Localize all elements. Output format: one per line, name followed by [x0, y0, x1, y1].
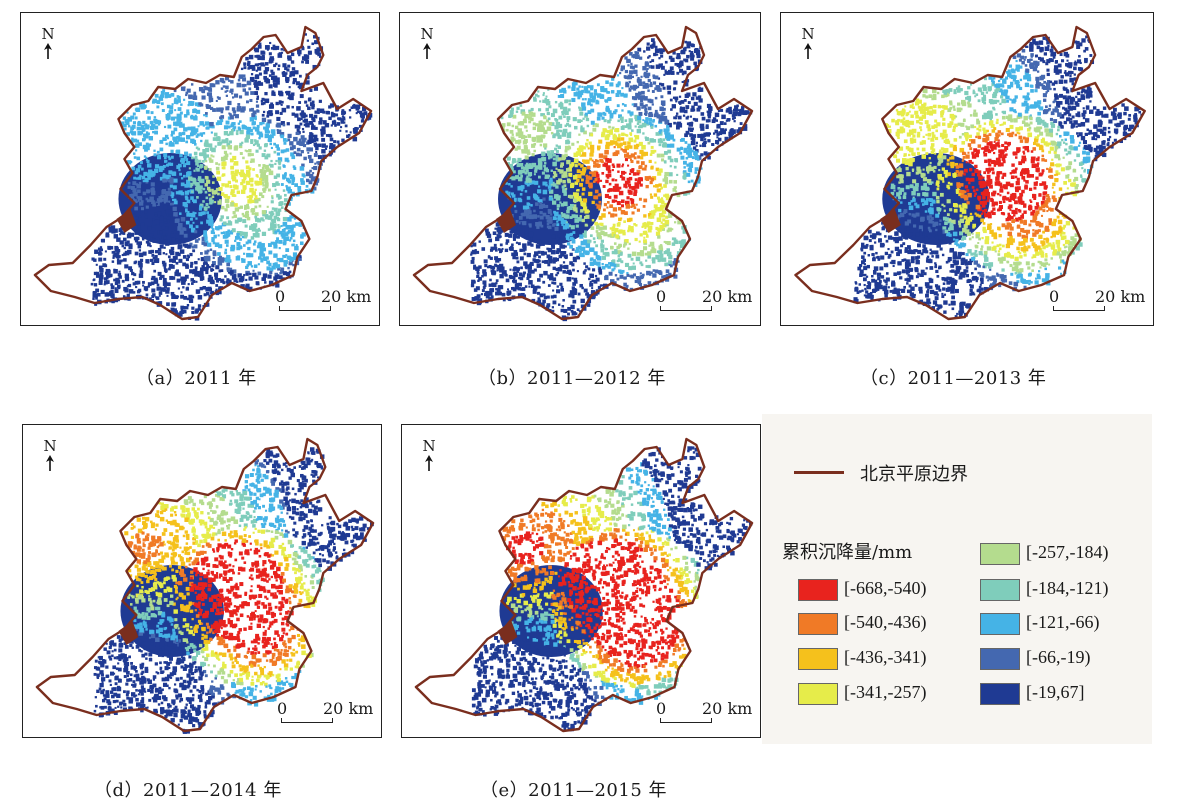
scale-bar: 0 20 km [1049, 287, 1145, 317]
map-panel-d: N 0 20 km [22, 424, 382, 738]
scale-zero-label: 0 [656, 699, 667, 718]
caption-c: （c）2011—2013 年 [860, 368, 1047, 389]
plain-boundary-line [794, 25, 1146, 321]
scale-zero-label: 0 [1049, 287, 1060, 306]
north-arrow-icon [44, 43, 52, 59]
deformation-map [414, 437, 754, 733]
legend-class-label: [-341,-257) [844, 682, 927, 702]
map-panel-e: N 0 20 km [401, 424, 761, 738]
ps-points [93, 447, 374, 734]
scale-zero-label: 0 [656, 287, 667, 306]
legend-class-label: [-121,-66) [1026, 612, 1100, 632]
north-arrow: N [801, 27, 815, 59]
north-label: N [422, 437, 436, 455]
legend-swatch [980, 543, 1020, 565]
scale-bar: 0 20 km [656, 699, 752, 729]
legend-class-label: [-540,-436) [844, 612, 927, 632]
scale-bar-line [660, 306, 712, 311]
legend-class-label: [-184,-121) [1026, 578, 1109, 598]
north-arrow-icon [804, 43, 812, 59]
ps-points [470, 38, 753, 322]
north-arrow-icon [46, 455, 54, 471]
ps-points [853, 35, 1143, 318]
plain-boundary-line [33, 25, 373, 321]
scale-bar-line [1053, 306, 1105, 311]
legend-title: 累积沉降量/mm [782, 542, 913, 563]
north-arrow: N [43, 439, 57, 471]
scale-distance-label: 20 km [702, 699, 753, 718]
legend-swatch [798, 648, 838, 670]
north-arrow-icon [423, 43, 431, 59]
legend-swatch [798, 579, 838, 601]
boundary-notch [497, 621, 518, 645]
scale-zero-label: 0 [277, 699, 288, 718]
deformation-map [412, 25, 754, 322]
legend-swatch [980, 648, 1020, 670]
plain-boundary-line [35, 437, 375, 733]
north-arrow-icon [425, 455, 433, 471]
legend-swatch [980, 613, 1020, 635]
legend-swatch [798, 683, 838, 705]
north-arrow: N [422, 439, 436, 471]
scale-distance-label: 20 km [702, 287, 753, 306]
caption-d: （d）2011—2014 年 [94, 780, 282, 801]
north-label: N [43, 437, 57, 455]
map-panel-c: N 0 20 km [780, 12, 1154, 326]
boundary-notch [116, 209, 137, 233]
boundary-notch [118, 621, 139, 645]
legend: 北京平原边界 累积沉降量/mm [-668,-540) [-540,-436) … [762, 414, 1152, 744]
legend-class-label: [-668,-540) [844, 578, 927, 598]
scale-bar-line [279, 306, 331, 311]
plain-boundary-line [414, 437, 754, 733]
boundary-line-swatch [794, 471, 844, 474]
deformation-map [794, 25, 1146, 321]
scale-bar-line [281, 718, 333, 723]
legend-swatch [980, 683, 1020, 705]
legend-swatch [798, 613, 838, 635]
caption-e: （e）2011—2015 年 [480, 780, 667, 801]
north-label: N [801, 25, 815, 43]
scale-distance-label: 20 km [1095, 287, 1146, 306]
caption-a: （a）2011 年 [136, 368, 257, 389]
scale-distance-label: 20 km [321, 287, 372, 306]
boundary-notch [880, 209, 901, 233]
map-panel-a: N 0 20 km [20, 12, 380, 326]
scale-bar: 0 20 km [275, 287, 371, 317]
legend-swatch [980, 579, 1020, 601]
legend-class-label: [-66,-19) [1026, 647, 1091, 667]
scale-bar-line [660, 718, 712, 723]
north-label: N [420, 25, 434, 43]
caption-b: （b）2011—2012 年 [478, 368, 666, 389]
plain-boundary-line [412, 25, 754, 321]
north-label: N [41, 25, 55, 43]
scale-bar: 0 20 km [277, 699, 373, 729]
ps-points [471, 446, 753, 732]
legend-class-label: [-436,-341) [844, 647, 927, 667]
scale-distance-label: 20 km [323, 699, 374, 718]
ps-points [90, 33, 373, 321]
north-arrow: N [41, 27, 55, 59]
legend-class-label: [-19,67] [1026, 682, 1085, 702]
boundary-notch [496, 209, 516, 233]
deformation-map [33, 25, 373, 321]
scale-zero-label: 0 [275, 287, 286, 306]
map-panel-b: N 0 20 km [399, 12, 761, 326]
north-arrow: N [420, 27, 434, 59]
deformation-map [35, 437, 375, 734]
legend-boundary-label: 北京平原边界 [860, 464, 968, 485]
legend-class-label: [-257,-184) [1026, 542, 1109, 562]
scale-bar: 0 20 km [656, 287, 752, 317]
